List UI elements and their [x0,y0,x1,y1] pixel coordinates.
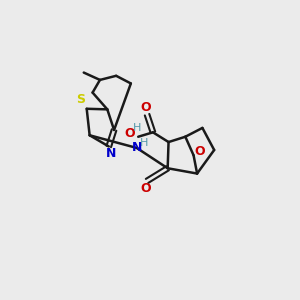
Text: S: S [76,93,85,106]
Text: O: O [140,182,151,195]
Text: H: H [140,138,148,148]
Text: N: N [106,147,116,160]
Text: O: O [124,127,135,140]
Text: N: N [132,141,142,154]
Text: O: O [140,101,151,114]
Text: H: H [133,123,141,133]
Text: O: O [195,145,206,158]
